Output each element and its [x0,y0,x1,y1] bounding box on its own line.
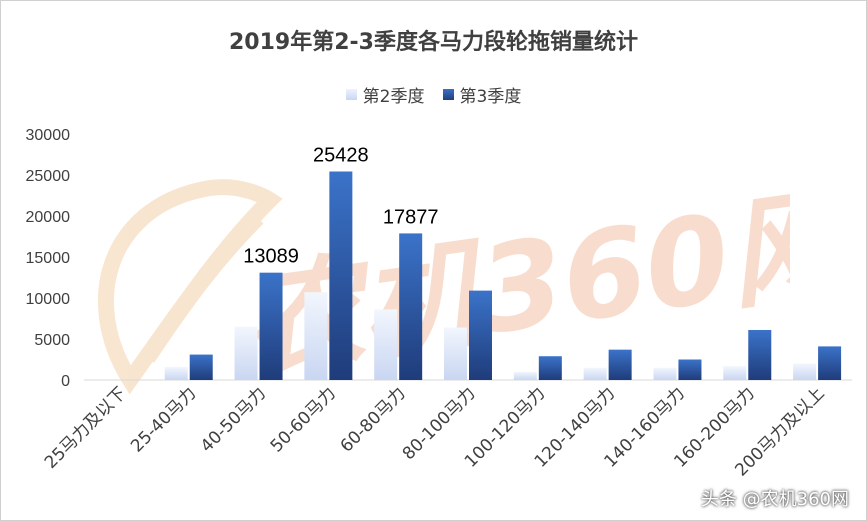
bar-q3 [818,346,842,380]
x-tick-label: 60-80马力 [337,383,410,456]
bar-q3 [329,171,353,380]
bar-q3 [259,272,283,380]
legend-item-q2: 第2季度 [345,82,425,107]
y-tick-label: 5000 [34,332,70,349]
y-tick-label: 30000 [26,127,71,144]
bar-q2 [234,326,258,380]
x-tick-label: 40-50马力 [197,383,270,456]
y-tick-label: 0 [61,373,70,390]
data-label: 13089 [243,246,299,268]
bar-q3 [748,329,772,380]
data-label: 17877 [383,206,439,228]
data-label: 25428 [313,144,369,166]
bar-q2 [444,327,467,380]
bar-q3 [189,354,213,380]
bar-q2 [513,371,537,380]
legend-label-q2: 第2季度 [362,87,425,107]
bar-q2 [164,366,188,380]
bar-q3 [608,349,632,380]
bar-q2 [583,367,607,380]
y-tick-label: 15000 [26,250,71,267]
bar-q3 [469,290,492,380]
x-tick-label: 25-40马力 [127,383,200,456]
bar-q3 [538,356,562,380]
chart-title: 2019年第2-3季度各马力段轮拖销量统计 [229,30,638,55]
x-tick-label: 50-60马力 [267,383,340,456]
legend-swatch-q2 [345,89,357,100]
bar-q2 [653,367,677,380]
x-tick-label: 25马力及以下 [41,383,131,473]
y-tick-label: 10000 [26,291,71,308]
legend: 第2季度 第3季度 [0,82,867,107]
legend-swatch-q3 [442,89,454,100]
legend-item-q3: 第3季度 [442,82,522,107]
bar-q3 [678,359,702,380]
y-tick-label: 25000 [26,168,71,185]
bar-q2 [374,309,398,380]
bar-q2 [304,292,328,380]
legend-label-q3: 第3季度 [459,87,522,107]
bar-q2 [793,363,817,380]
y-tick-label: 20000 [26,209,71,226]
bar-q3 [399,233,423,380]
bar-q2 [723,366,747,380]
credit-text: 头条 @农机360网 [700,489,849,510]
